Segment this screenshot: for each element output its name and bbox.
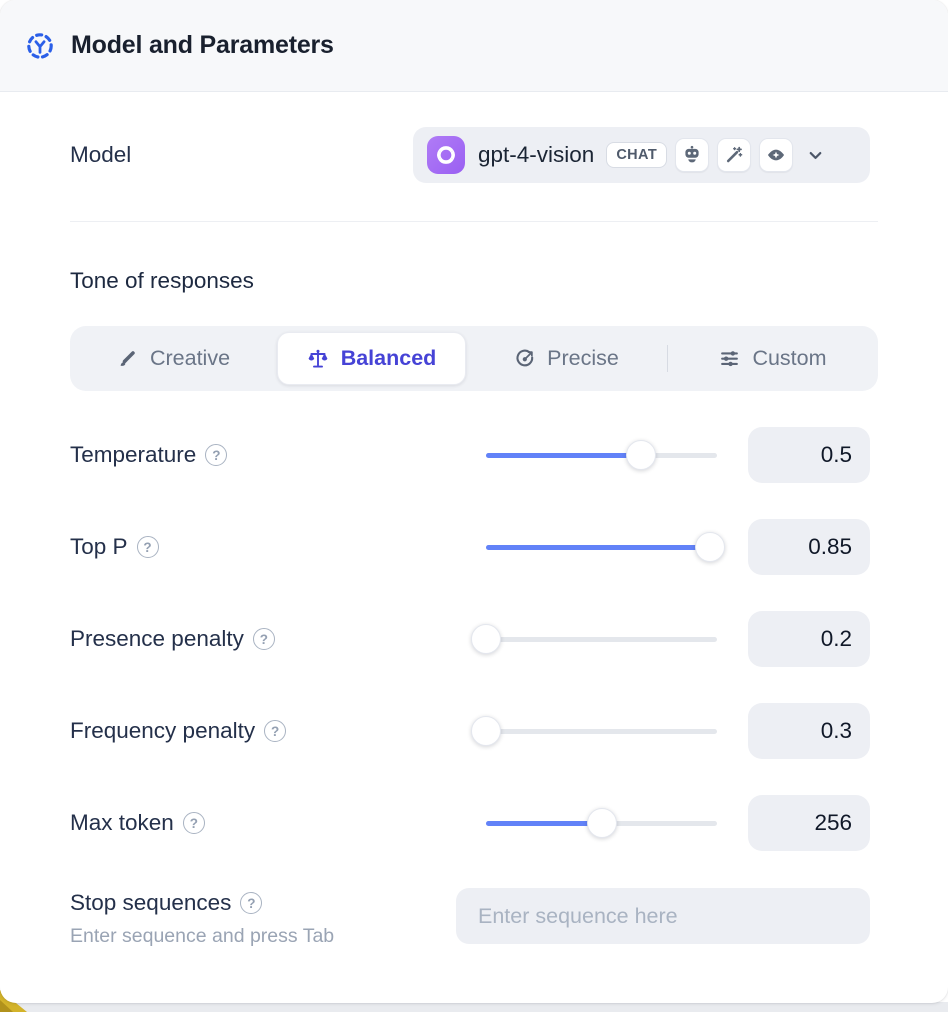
segment-divider [667,345,668,372]
model-name: gpt-4-vision [478,142,595,167]
paintbrush-icon [117,348,138,369]
slider-thumb[interactable] [695,532,726,562]
slider-thumb[interactable] [625,440,656,470]
openai-logo [427,136,465,174]
panel-title: Model and Parameters [71,31,334,59]
stop-sequences-hint: Enter sequence and press Tab [70,925,335,947]
tone-option-label: Creative [149,346,231,370]
tone-option-creative[interactable]: Creative [70,326,277,391]
param-label: Presence penalty ? [70,611,275,667]
param-label: Frequency penalty ? [70,703,287,759]
slider-track[interactable] [486,636,717,642]
param-row-top-p: Top P ? 0.85 [0,519,948,575]
param-row-temperature: Temperature ? 0.5 [0,427,948,483]
slider-fill [486,820,602,826]
tone-segmented-control: Creative Balanced [70,326,878,391]
stop-sequences-input[interactable] [456,888,870,944]
max-token-slider[interactable] [486,795,717,851]
param-label-text: Temperature [70,442,197,467]
help-icon[interactable]: ? [264,720,287,742]
chevron-down-icon [806,146,825,165]
param-label: Temperature ? [70,427,228,483]
help-icon[interactable]: ? [252,628,275,650]
magic-wand-icon [717,138,752,172]
frequency-penalty-slider[interactable] [471,703,717,759]
param-row-max-token: Max token ? 256 [0,795,948,851]
param-label: Max token ? [70,795,205,851]
help-icon[interactable]: ? [182,812,205,834]
tone-option-balanced[interactable]: Balanced [277,332,466,385]
tone-option-label: Custom [752,346,827,370]
top-p-value[interactable]: 0.85 [748,519,870,575]
model-selector[interactable]: gpt-4-vision CHAT [413,127,870,183]
help-icon[interactable]: ? [205,444,228,466]
target-icon [514,348,535,369]
tone-option-custom[interactable]: Custom [668,326,878,391]
model-type-badge: CHAT [606,142,668,168]
param-label-text: Frequency penalty [70,718,256,743]
top-p-slider[interactable] [486,519,726,575]
page-background-strip [0,1002,948,1012]
slider-thumb[interactable] [471,716,501,746]
stop-sequences-label: Stop sequences ? [70,890,263,916]
help-icon[interactable]: ? [136,536,159,558]
background-corner-decoration-shade [0,1000,13,1012]
param-row-frequency-penalty: Frequency penalty ? 0.3 [0,703,948,759]
model-hub-icon [24,30,56,62]
max-token-value[interactable]: 256 [748,795,870,851]
panel-header: Model and Parameters [0,0,948,92]
tone-option-label: Balanced [340,346,437,370]
slider-thumb[interactable] [586,808,617,838]
tone-option-precise[interactable]: Precise [466,326,667,391]
temperature-value[interactable]: 0.5 [748,427,870,483]
help-icon[interactable]: ? [240,892,263,914]
stop-sequences-label-text: Stop sequences [70,890,232,915]
param-label-text: Top P [70,534,128,559]
param-label-text: Max token [70,810,174,835]
presence-penalty-slider[interactable] [471,611,717,667]
sliders-icon [719,348,740,369]
slider-thumb[interactable] [471,624,501,654]
slider-track[interactable] [486,728,717,734]
model-label: Model [70,142,132,167]
tone-option-label: Precise [547,346,619,370]
robot-icon [675,138,710,172]
frequency-penalty-value[interactable]: 0.3 [748,703,870,759]
slider-fill [486,544,711,550]
slider-fill [486,452,641,458]
vision-eye-icon [759,138,794,172]
presence-penalty-value[interactable]: 0.2 [748,611,870,667]
tone-heading: Tone of responses [70,268,254,293]
param-label: Top P ? [70,519,159,575]
section-divider [70,221,878,222]
param-row-presence-penalty: Presence penalty ? 0.2 [0,611,948,667]
param-label-text: Presence penalty [70,626,244,651]
balance-scale-icon [307,348,329,370]
temperature-slider[interactable] [486,427,717,483]
